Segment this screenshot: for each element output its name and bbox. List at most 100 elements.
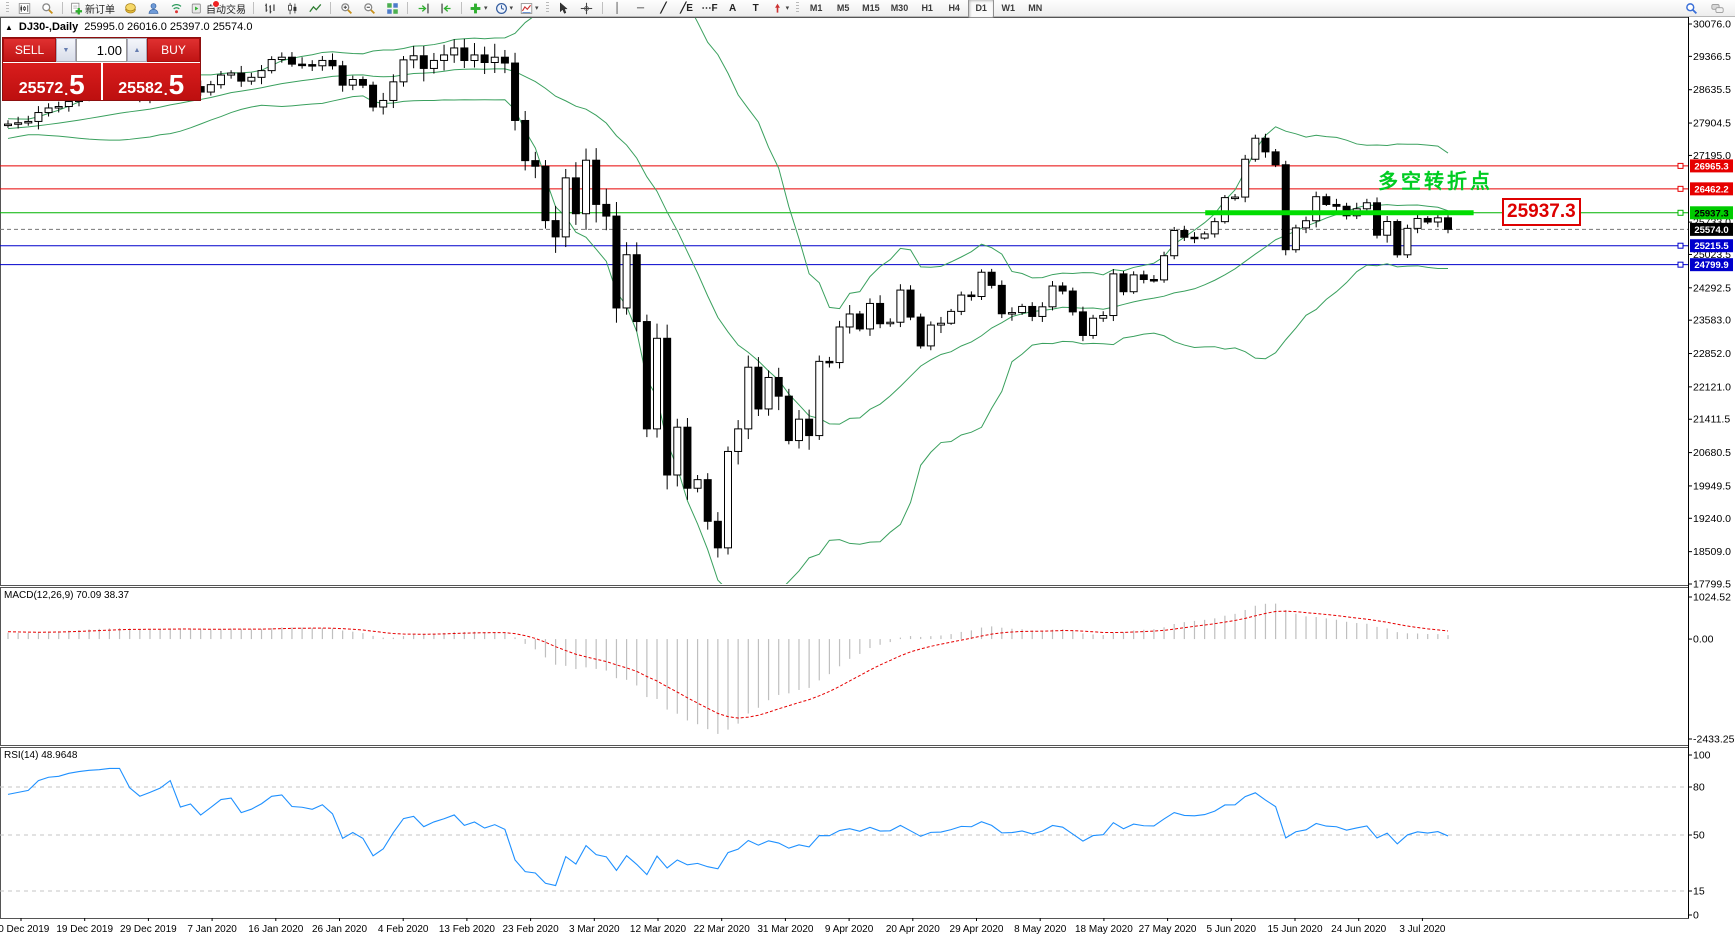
volume-increase-button[interactable]: ▲	[127, 38, 147, 62]
candle-body	[450, 47, 459, 56]
candle-body	[1058, 285, 1067, 292]
search-button[interactable]	[1680, 0, 1702, 17]
date-axis-label[interactable]: 12 Mar 2020	[630, 924, 687, 935]
volume-decrease-button[interactable]: ▼	[56, 38, 76, 62]
sell-button[interactable]: SELL	[3, 38, 56, 62]
timeframe-h4-button[interactable]: H4	[948, 3, 960, 13]
level-endpoint-marker[interactable]	[1677, 185, 1684, 192]
date-axis-label[interactable]: 22 Mar 2020	[694, 924, 751, 935]
toolbar-grip[interactable]	[796, 2, 800, 14]
zoom-out-button[interactable]	[358, 0, 380, 17]
date-axis-label[interactable]: 29 Apr 2020	[950, 924, 1004, 935]
date-axis-label[interactable]: 24 Jun 2020	[1331, 924, 1386, 935]
date-axis-label[interactable]: 4 Feb 2020	[378, 924, 429, 935]
price-badge-label: 25215.5	[1694, 241, 1729, 252]
auto-scroll-button[interactable]	[412, 0, 434, 17]
level-endpoint-marker[interactable]	[1677, 209, 1684, 216]
rsi-panel[interactable]	[0, 747, 1689, 919]
fibonacci-tool-button[interactable]: ⋯F	[699, 0, 721, 17]
date-axis-label[interactable]: 15 Jun 2020	[1267, 924, 1322, 935]
macd-panel[interactable]	[0, 587, 1689, 746]
timeframe-m30-button[interactable]: M30	[890, 3, 909, 13]
buy-price[interactable]: 25582 . 5	[102, 63, 200, 100]
timeframe-d1-button[interactable]: D1	[968, 0, 995, 18]
timeframe-m15-button[interactable]: M15	[862, 3, 880, 13]
date-axis-label[interactable]: 3 Mar 2020	[569, 924, 620, 935]
level-endpoint-marker[interactable]	[1677, 162, 1684, 169]
volume-input[interactable]: 1.00	[76, 38, 127, 62]
toolbar-grip[interactable]	[6, 2, 9, 14]
candle-body	[754, 366, 763, 410]
date-axis-label[interactable]: 16 Jan 2020	[248, 924, 303, 935]
label-tool-button[interactable]: T	[745, 0, 767, 17]
vertical-line-tool-button[interactable]: │	[607, 0, 629, 17]
candle-body	[206, 84, 215, 93]
timeframe-h1-button[interactable]: H1	[921, 3, 933, 13]
toolbar-grip[interactable]	[545, 2, 549, 14]
sell-price[interactable]: 25572 . 5	[3, 63, 101, 100]
date-axis-label[interactable]: 31 Mar 2020	[757, 924, 814, 935]
date-axis-label[interactable]: 10 Dec 2019	[0, 924, 50, 935]
level-endpoint-marker[interactable]	[1677, 242, 1684, 249]
equidistant-channel-tool-button[interactable]: ╱E	[676, 0, 698, 17]
date-axis-label[interactable]: 5 Jun 2020	[1207, 924, 1257, 935]
candlesticks[interactable]	[4, 38, 1452, 558]
crosshair-tool-button[interactable]	[576, 0, 598, 17]
date-axis-label[interactable]: 29 Dec 2019	[120, 924, 177, 935]
date-axis-label[interactable]: 20 Apr 2020	[886, 924, 940, 935]
community-button[interactable]	[142, 0, 164, 17]
timeframe-m5-button[interactable]: M5	[836, 3, 850, 13]
new-chart-button[interactable]	[13, 0, 35, 17]
cursor-tool-button[interactable]	[553, 0, 575, 17]
signals-button[interactable]	[165, 0, 187, 17]
deposit-button[interactable]	[119, 0, 141, 17]
timeframe-w1-button[interactable]: W1	[1001, 3, 1015, 13]
date-axis-label[interactable]: 13 Feb 2020	[439, 924, 496, 935]
new-order-icon	[70, 2, 83, 15]
timeframe-mn-button[interactable]: MN	[1028, 3, 1043, 13]
trendline-tool-button[interactable]: ╱	[653, 0, 675, 17]
chart-shift-button[interactable]	[435, 0, 457, 17]
date-axis-label[interactable]: 3 Jul 2020	[1399, 924, 1446, 935]
text-tool-button[interactable]: A	[722, 0, 744, 17]
candle-body	[805, 418, 814, 437]
rsi-axis-label: 80	[1693, 782, 1705, 794]
horizontal-line-tool-button[interactable]: ─	[630, 0, 652, 17]
indicators-button[interactable]: ▾	[466, 0, 491, 17]
candle-body	[358, 79, 367, 86]
autotrading-button[interactable]: 自动交易	[188, 0, 249, 17]
turning-point-annotation[interactable]: 多空转折点	[1378, 171, 1493, 193]
candle-body	[1200, 233, 1209, 239]
date-axis-label[interactable]: 19 Dec 2019	[56, 924, 113, 935]
date-axis-label[interactable]: 18 May 2020	[1075, 924, 1133, 935]
date-axis-label[interactable]: 8 May 2020	[1014, 924, 1067, 935]
periods-button[interactable]: ▾	[492, 0, 517, 17]
zoom-in-button[interactable]	[335, 0, 357, 17]
bar-chart-button[interactable]	[258, 0, 280, 17]
level-endpoint-marker[interactable]	[1677, 261, 1684, 268]
candle-body	[582, 159, 591, 215]
date-axis-label[interactable]: 9 Apr 2020	[825, 924, 874, 935]
date-axis-label[interactable]: 26 Jan 2020	[312, 924, 367, 935]
date-axis-label[interactable]: 23 Feb 2020	[503, 924, 560, 935]
price-badge-26965.3	[1690, 159, 1733, 173]
candle-body	[470, 54, 479, 61]
date-axis-label[interactable]: 27 May 2020	[1139, 924, 1197, 935]
timeframe-m1-button[interactable]: M1	[809, 3, 823, 13]
arrows-tool-button[interactable]: ▾	[768, 0, 793, 17]
price-callout-label[interactable]: 25937.3	[1502, 198, 1581, 226]
candle-body	[1099, 315, 1108, 319]
date-axis-label[interactable]: 7 Jan 2020	[187, 924, 237, 935]
candle-body	[1007, 312, 1016, 315]
tile-windows-button[interactable]	[381, 0, 403, 17]
collapse-quote-panel-icon[interactable]: ▲	[5, 22, 13, 32]
candlestick-chart-button[interactable]	[281, 0, 303, 17]
market-watch-button[interactable]	[36, 0, 58, 17]
templates-button[interactable]: ▾	[517, 0, 542, 17]
new-order-button[interactable]: 新订单	[67, 0, 118, 17]
line-chart-button[interactable]	[304, 0, 326, 17]
candle-body	[54, 106, 63, 109]
buy-button[interactable]: BUY	[147, 38, 200, 62]
chat-button[interactable]	[1706, 0, 1728, 17]
